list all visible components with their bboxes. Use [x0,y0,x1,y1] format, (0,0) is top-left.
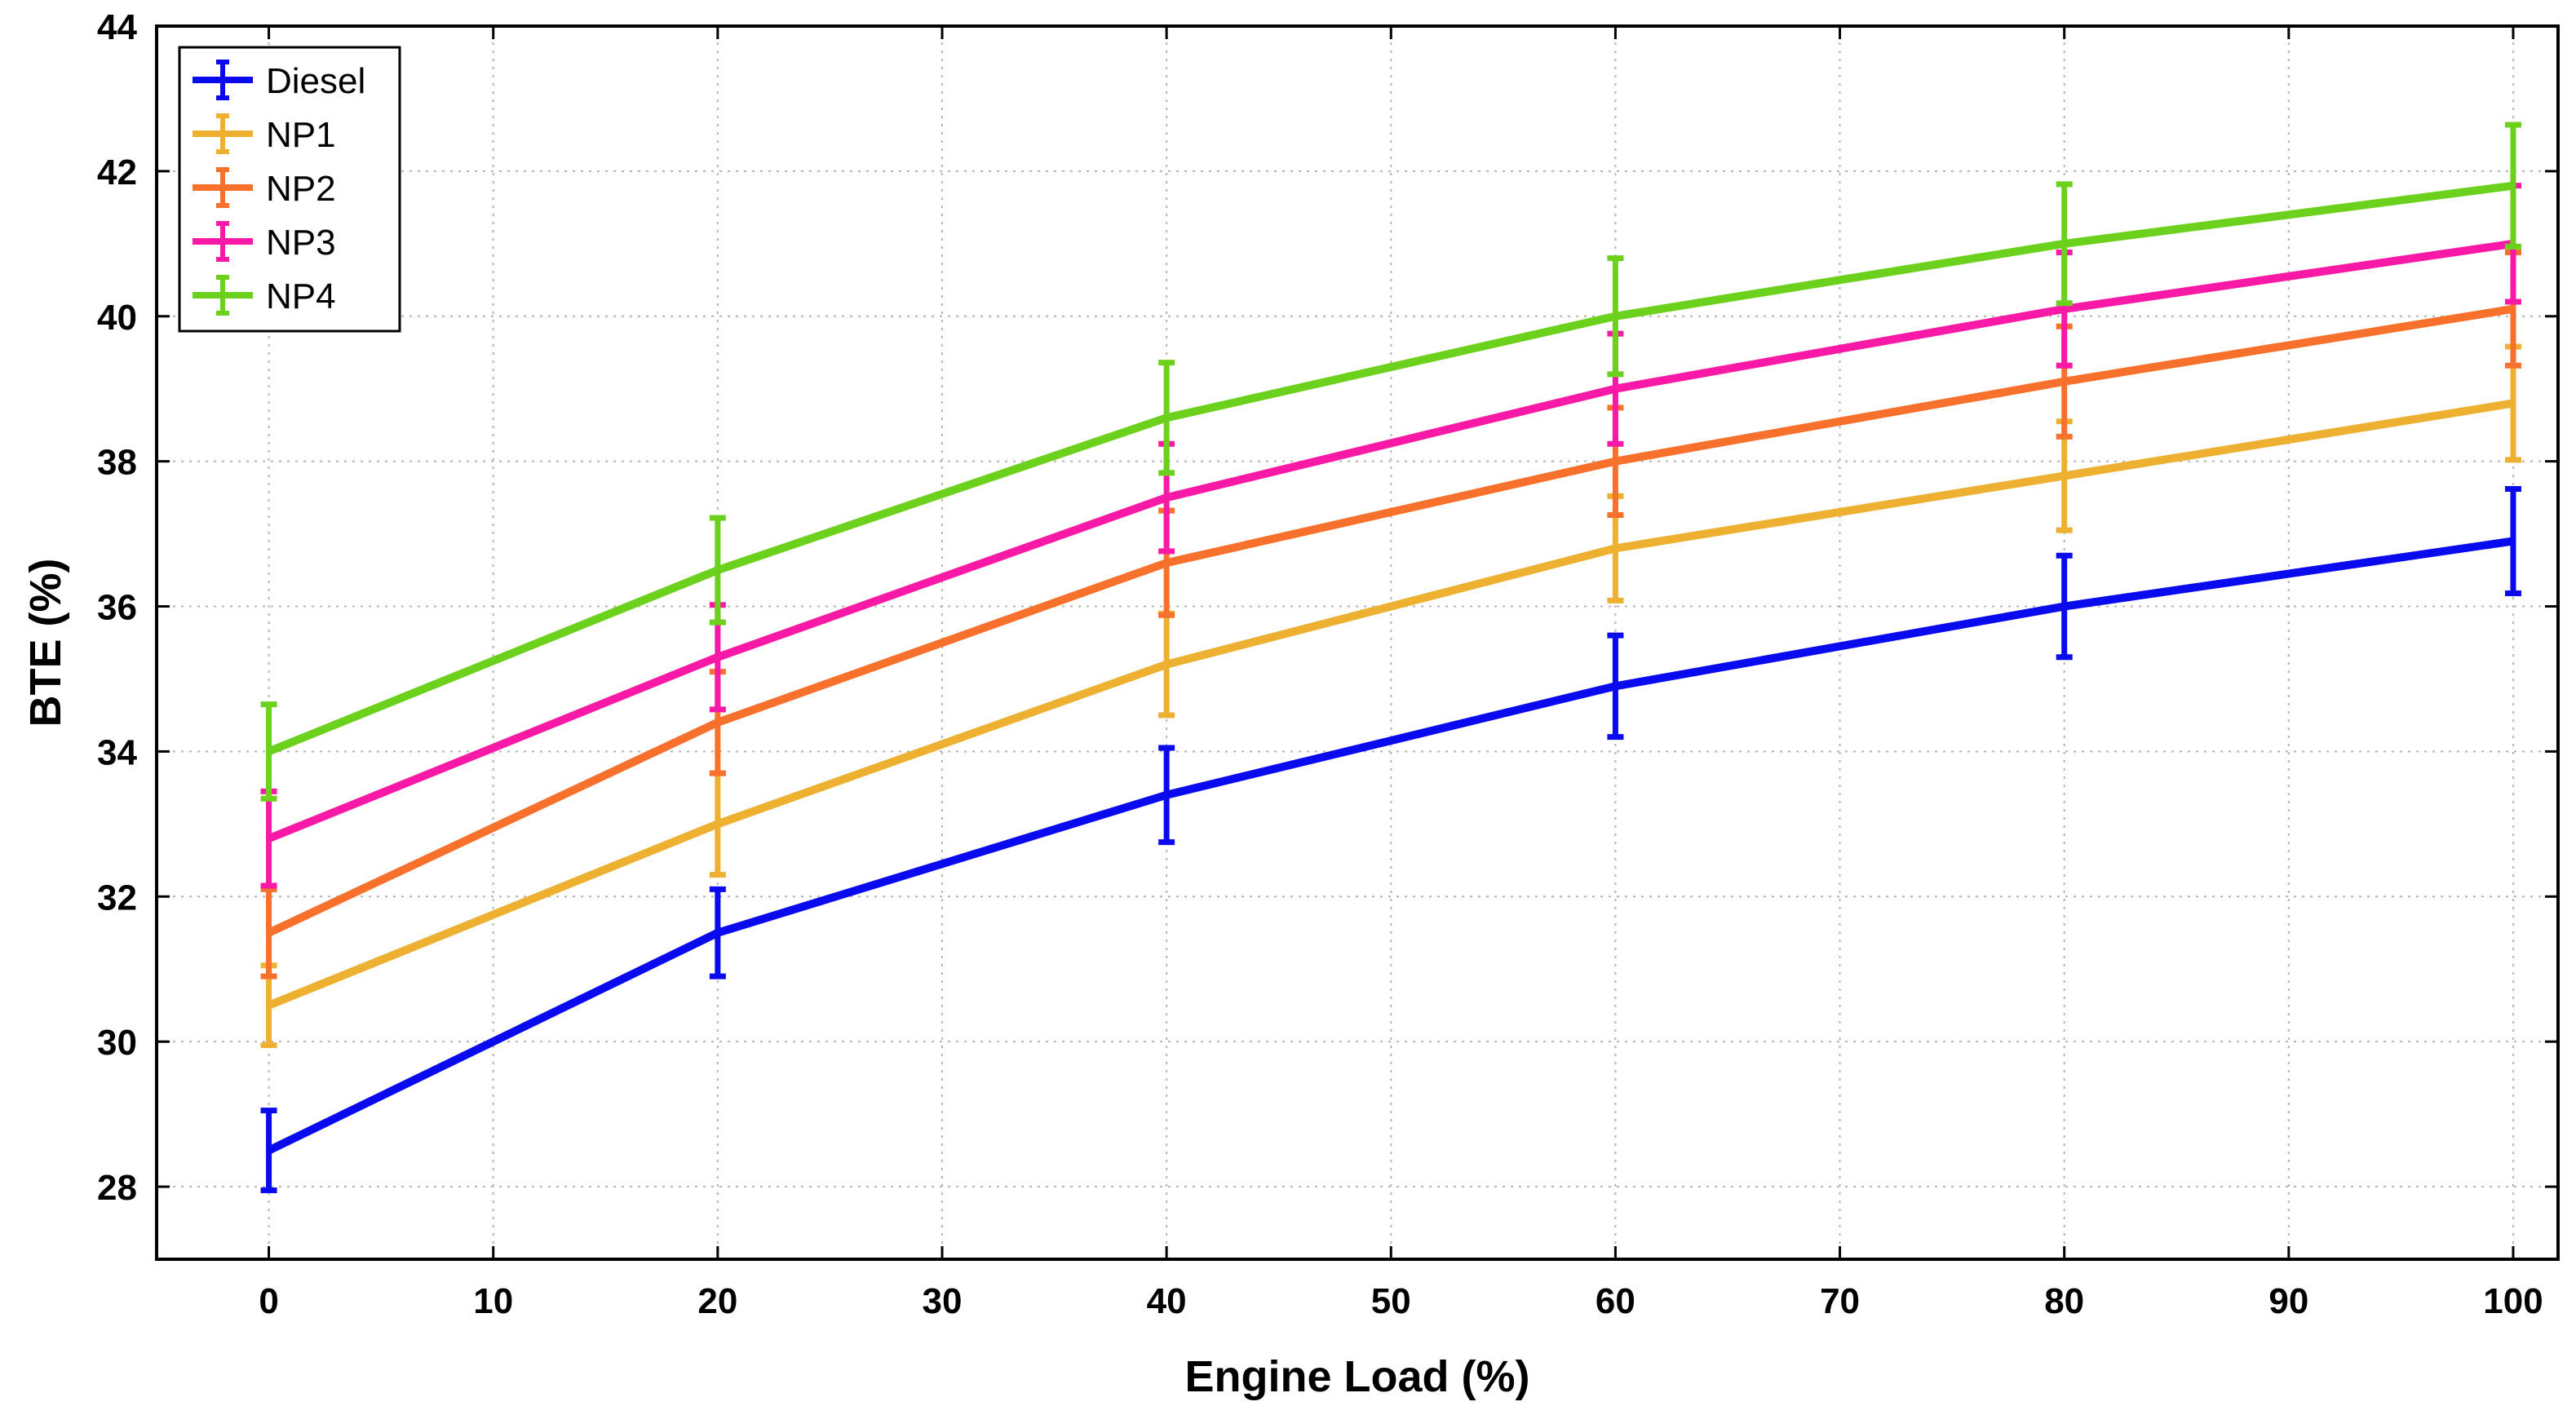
series-line [267,239,2514,842]
series-line [267,399,2514,1010]
series-line [267,304,2514,937]
series-group [260,122,2521,1194]
x-tick-label: 40 [1147,1281,1187,1321]
series-line [267,181,2514,756]
x-tick-label: 70 [1820,1281,1860,1321]
legend-item-np2: NP2 [193,167,336,209]
legend-label: NP3 [266,223,336,263]
grid [157,25,2558,1259]
y-tick-label: 28 [97,1168,137,1208]
x-tick-label: 0 [259,1281,278,1321]
series-np4 [260,122,2521,802]
y-tick-label: 34 [97,732,137,772]
axes-frame [155,24,2560,1261]
y-tick-label: 30 [97,1023,137,1063]
legend-label: NP1 [266,115,336,155]
y-tick-label: 32 [97,878,137,918]
x-axis-title: Engine Load (%) [1185,1352,1530,1401]
x-tick-label: 30 [923,1281,963,1321]
x-tick-label: 80 [2044,1281,2084,1321]
x-tick-label: 90 [2268,1281,2308,1321]
x-tick-label: 60 [1596,1281,1635,1321]
legend-item-np4: NP4 [193,275,336,316]
legend-item-np3: NP3 [193,221,336,263]
y-axis-title: BTE (%) [21,559,70,727]
series-line [267,537,2514,1155]
y-tick-label: 36 [97,588,137,628]
legend-label: NP2 [266,169,336,209]
x-tick-labels: 0 10 20 30 40 50 60 70 80 90 100 [259,1281,2543,1321]
legend-label: Diesel [266,61,365,101]
legend-item-diesel: Diesel [193,60,365,101]
legend-label: NP4 [266,276,336,316]
y-tick-label: 42 [97,153,137,192]
x-tick-label: 100 [2483,1281,2543,1321]
legend-item-np1: NP1 [193,113,336,155]
y-tick-label: 38 [97,443,137,483]
y-tick-label: 44 [97,7,137,47]
x-tick-label: 10 [473,1281,513,1321]
x-tick-label: 50 [1371,1281,1411,1321]
tick-marks [157,24,2558,1259]
series-diesel [260,485,2521,1194]
y-tick-label: 40 [97,298,137,338]
y-tick-labels: 28 30 32 34 36 38 40 42 44 [97,7,137,1208]
x-tick-label: 20 [697,1281,737,1321]
legend: Diesel NP1 NP2 NP3 NP4 [178,46,401,333]
